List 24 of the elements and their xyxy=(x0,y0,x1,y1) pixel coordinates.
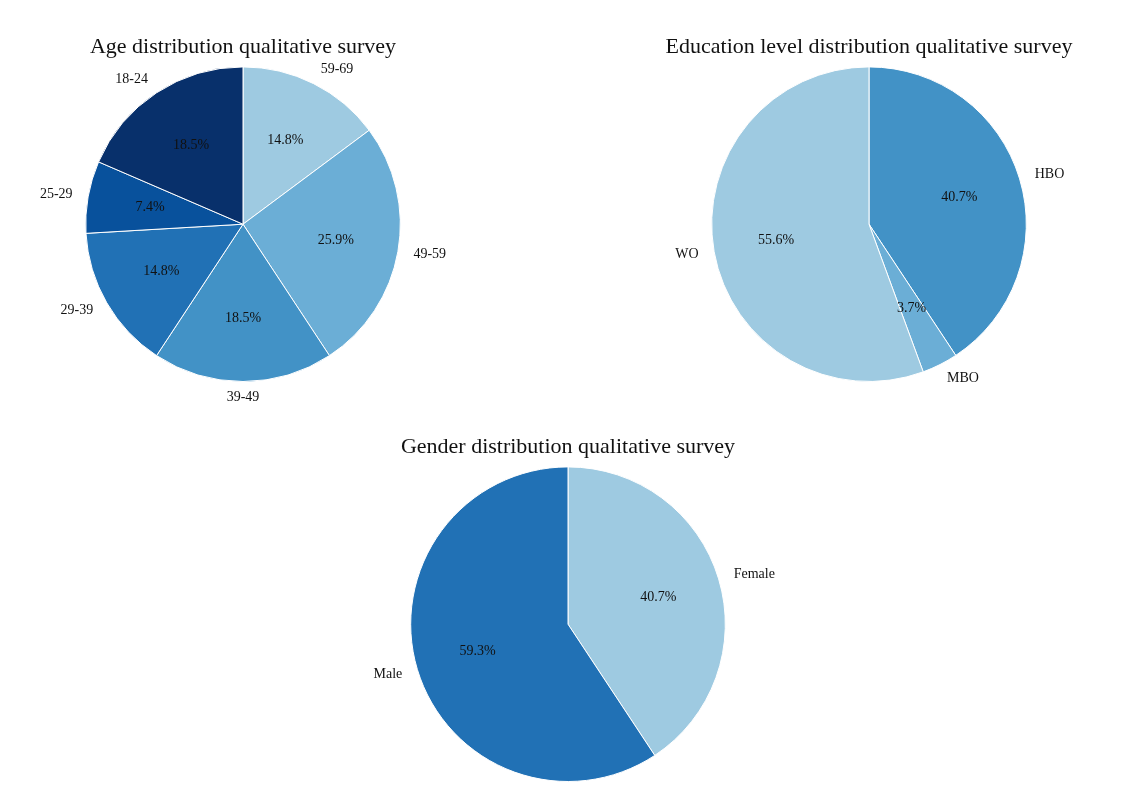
chart-title: Age distribution qualitative survey xyxy=(89,32,397,58)
slice-label: WO xyxy=(675,246,699,262)
data-label: 40.7% xyxy=(941,188,978,204)
data-label: 7.4% xyxy=(135,199,165,215)
chart-title: Gender distribution qualitative survey xyxy=(400,432,736,458)
slice-label: Female xyxy=(733,566,775,582)
slice-label: HBO xyxy=(1034,166,1065,182)
slice-label: 29-39 xyxy=(60,302,94,318)
data-label: 25.9% xyxy=(317,232,355,248)
data-label: 59.3% xyxy=(459,643,497,659)
slice-label: 18-24 xyxy=(115,71,148,87)
data-label: 55.6% xyxy=(757,232,795,248)
slice-label: 25-29 xyxy=(39,185,73,201)
chart-title: Education level distribution qualitative survey xyxy=(665,32,1073,58)
slice-label: 49-59 xyxy=(413,245,447,261)
data-label: 14.8% xyxy=(267,131,304,147)
slice-label: MBO xyxy=(947,370,979,386)
slice-label: 39-49 xyxy=(226,388,260,404)
slice-label: 59-69 xyxy=(320,61,354,77)
data-label: 18.5% xyxy=(173,137,210,153)
data-label: 40.7% xyxy=(640,588,677,604)
slice-label: Male xyxy=(373,665,403,681)
data-label: 18.5% xyxy=(224,310,262,326)
data-label: 14.8% xyxy=(143,263,180,279)
